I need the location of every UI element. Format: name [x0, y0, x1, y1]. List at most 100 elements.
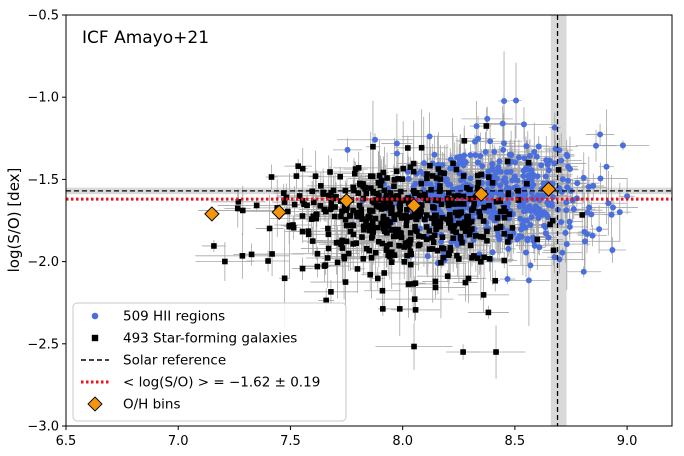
sfg-point	[451, 223, 458, 229]
hii-point	[491, 148, 498, 155]
sfg-point	[370, 229, 377, 235]
hii-point	[497, 182, 504, 189]
sfg-point	[350, 207, 356, 214]
sfg-point	[439, 215, 445, 221]
hii-point	[471, 138, 478, 145]
sfg-point	[475, 172, 481, 179]
sfg-point	[383, 192, 390, 199]
hii-point	[545, 167, 552, 174]
sfg-point	[372, 215, 379, 222]
y-axis-label: log(S/O) [dex]	[5, 168, 23, 273]
hii-point	[405, 175, 412, 182]
sfg-point	[398, 230, 404, 237]
y-tick-label: −0.5	[27, 9, 59, 24]
oh-bins	[204, 181, 557, 222]
hii-point	[525, 172, 532, 179]
sfg-point	[456, 201, 462, 207]
legend: 509 HII regions 493 Star-forming galaxie…	[72, 302, 347, 422]
y-axis: −3.0 −2.5 −2.0 −1.5 −1.0 −0.5	[27, 9, 66, 435]
hii-point	[546, 157, 553, 164]
sfg-point	[352, 166, 359, 172]
sfg-point	[313, 215, 320, 222]
sfg-point	[459, 225, 466, 231]
sfg-point	[492, 277, 499, 284]
sfg-point	[356, 202, 363, 209]
hii-point	[482, 148, 489, 155]
sfg-point	[405, 200, 412, 206]
sfg-point	[367, 173, 374, 179]
sfg-point	[457, 233, 464, 240]
hii-point	[512, 159, 519, 166]
sfg-point	[339, 208, 345, 215]
sfg-point	[387, 201, 394, 208]
x-tick-label: 9.0	[617, 434, 638, 449]
hii-point	[542, 224, 549, 231]
hii-point	[495, 164, 502, 171]
hii-point	[431, 151, 438, 158]
sfg-point	[355, 165, 362, 171]
sfg-point	[253, 202, 260, 209]
sfg-point	[337, 173, 344, 180]
sfg-point	[380, 169, 387, 176]
sfg-point	[345, 250, 352, 257]
sfg-point	[410, 213, 416, 220]
sfg-point	[321, 263, 328, 269]
sfg-point	[309, 238, 316, 244]
y-tick-label: −2.5	[27, 337, 59, 352]
oh-bin-marker	[473, 186, 489, 202]
sfg-point	[385, 196, 392, 203]
sfg-point	[423, 236, 430, 243]
sfg-point	[395, 233, 401, 239]
sfg-point	[534, 236, 541, 243]
sfg-point	[433, 217, 439, 224]
sfg-point	[459, 239, 465, 246]
hii-point	[500, 140, 507, 147]
sfg-point	[473, 233, 479, 239]
sfg-point	[460, 173, 467, 179]
hii-point	[548, 200, 555, 207]
sfg-point	[396, 306, 403, 312]
hii-point	[522, 224, 529, 231]
sfg-point	[381, 187, 388, 194]
sfg-point	[363, 190, 370, 197]
sfg-point	[350, 231, 357, 238]
sfg-point	[391, 216, 398, 223]
sfg-point	[466, 231, 473, 238]
sfg-point	[234, 205, 241, 212]
hii-point	[589, 232, 596, 239]
sfg-point	[406, 214, 412, 220]
hii-point	[372, 136, 379, 143]
sfg-point	[383, 247, 390, 253]
hii-point	[474, 159, 481, 166]
hii-point	[531, 242, 538, 249]
sfg-point	[484, 238, 490, 244]
sfg-point	[445, 202, 452, 209]
sfg-point	[481, 204, 487, 211]
sfg-point	[374, 275, 381, 282]
sfg-point	[474, 184, 481, 191]
sfg-point	[360, 223, 367, 230]
hii-point	[499, 192, 506, 199]
hii-point	[500, 177, 507, 184]
sfg-point	[450, 235, 456, 242]
sfg-point	[465, 275, 472, 282]
sfg-point	[328, 199, 335, 206]
sfg-point	[320, 191, 327, 197]
oh-bin-marker	[406, 197, 422, 214]
sfg-point	[310, 199, 317, 206]
sfg-point	[480, 218, 487, 224]
sfg-point	[295, 163, 302, 169]
sfg-point	[305, 228, 312, 234]
sfg-point	[283, 194, 290, 201]
hii-point	[496, 158, 503, 165]
sfg-point	[467, 242, 474, 249]
sfg-point	[396, 203, 403, 210]
hii-point	[500, 146, 507, 153]
sfg-point	[299, 197, 306, 204]
sfg-point	[313, 211, 320, 218]
sfg-point	[501, 257, 508, 264]
sfg-point	[377, 182, 384, 189]
sfg-point	[372, 197, 379, 203]
sfg-point	[325, 231, 332, 238]
